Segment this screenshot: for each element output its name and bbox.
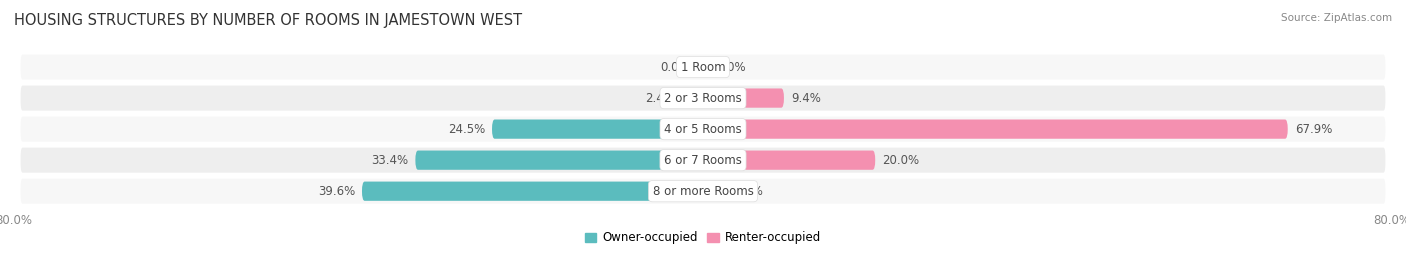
Text: 67.9%: 67.9% (1295, 123, 1331, 136)
FancyBboxPatch shape (361, 182, 703, 201)
Text: 2.4%: 2.4% (645, 91, 675, 105)
Text: 20.0%: 20.0% (882, 154, 920, 167)
FancyBboxPatch shape (18, 115, 1388, 143)
Text: HOUSING STRUCTURES BY NUMBER OF ROOMS IN JAMESTOWN WEST: HOUSING STRUCTURES BY NUMBER OF ROOMS IN… (14, 13, 522, 29)
FancyBboxPatch shape (18, 177, 1388, 206)
Text: 2 or 3 Rooms: 2 or 3 Rooms (664, 91, 742, 105)
Text: 24.5%: 24.5% (449, 123, 485, 136)
Bar (700, 57, 703, 77)
Legend: Owner-occupied, Renter-occupied: Owner-occupied, Renter-occupied (579, 227, 827, 249)
Text: 4 or 5 Rooms: 4 or 5 Rooms (664, 123, 742, 136)
Text: 6 or 7 Rooms: 6 or 7 Rooms (664, 154, 742, 167)
Text: 2.7%: 2.7% (733, 185, 763, 198)
Text: 0.0%: 0.0% (661, 61, 690, 73)
FancyBboxPatch shape (703, 89, 785, 108)
Text: Source: ZipAtlas.com: Source: ZipAtlas.com (1281, 13, 1392, 23)
Text: 39.6%: 39.6% (318, 185, 356, 198)
Bar (703, 57, 706, 77)
FancyBboxPatch shape (682, 89, 703, 108)
Text: 0.0%: 0.0% (716, 61, 745, 73)
FancyBboxPatch shape (703, 182, 727, 201)
FancyBboxPatch shape (492, 119, 703, 139)
FancyBboxPatch shape (703, 151, 875, 170)
Text: 9.4%: 9.4% (790, 91, 821, 105)
FancyBboxPatch shape (18, 84, 1388, 112)
FancyBboxPatch shape (415, 151, 703, 170)
FancyBboxPatch shape (703, 119, 1288, 139)
Text: 33.4%: 33.4% (371, 154, 409, 167)
Text: 8 or more Rooms: 8 or more Rooms (652, 185, 754, 198)
Text: 1 Room: 1 Room (681, 61, 725, 73)
FancyBboxPatch shape (18, 146, 1388, 174)
FancyBboxPatch shape (18, 53, 1388, 81)
